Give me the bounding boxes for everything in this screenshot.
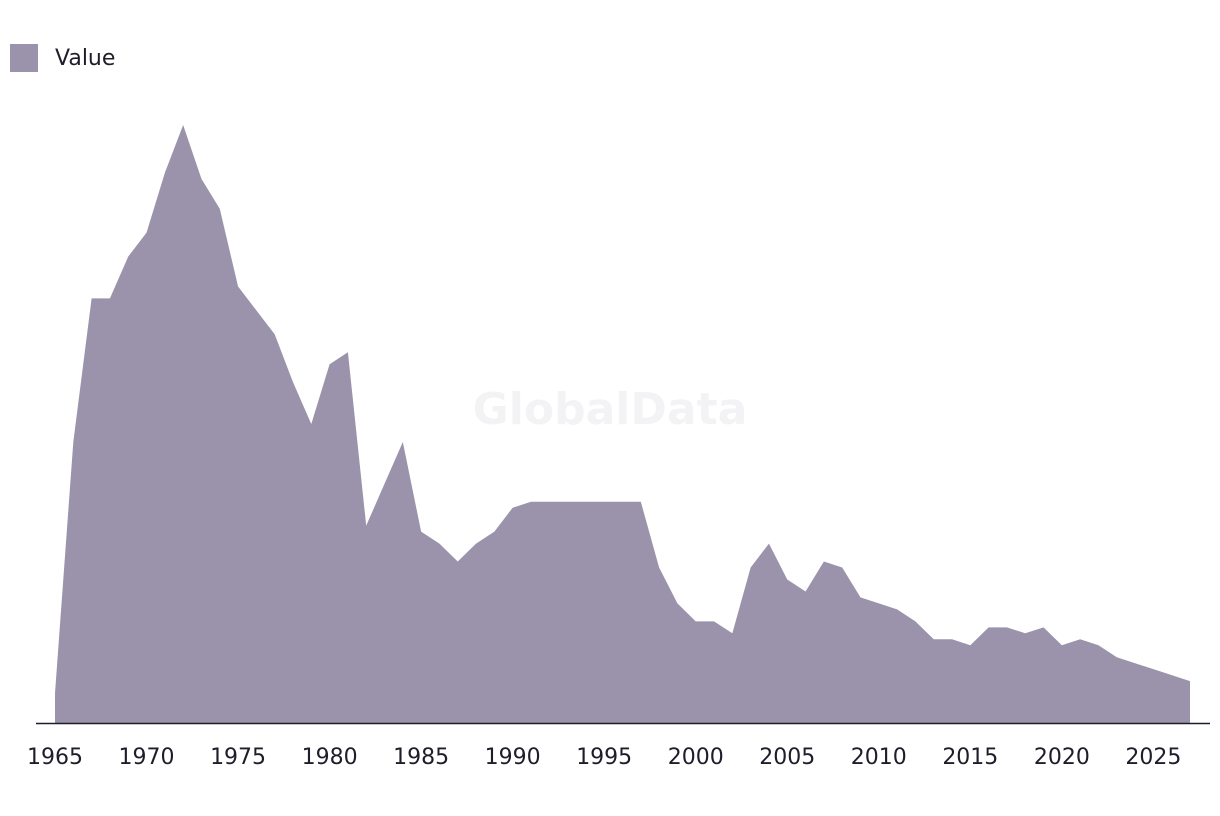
x-tick-label-1980: 1980 [302, 745, 358, 770]
series-layer [55, 125, 1190, 723]
x-axis-ticks: 1965 1970 1975 1980 1985 1990 1995 2000 2005 2010… [27, 745, 1181, 770]
x-tick-label-1970: 1970 [119, 745, 175, 770]
area-series-value [55, 125, 1190, 723]
x-tick-label-2000: 2000 [668, 745, 724, 770]
x-tick-label-2005: 2005 [759, 745, 815, 770]
legend-label-value: Value [55, 45, 116, 71]
x-tick-label-1975: 1975 [210, 745, 266, 770]
x-tick-label-1985: 1985 [393, 745, 449, 770]
x-tick-label-1965: 1965 [27, 745, 83, 770]
x-tick-label-2010: 2010 [851, 745, 907, 770]
x-tick-label-2015: 2015 [942, 745, 998, 770]
legend-swatch-value [10, 44, 38, 72]
watermark-text: GlobalData [473, 384, 748, 435]
x-tick-label-2025: 2025 [1125, 745, 1181, 770]
x-tick-label-1990: 1990 [485, 745, 541, 770]
x-tick-label-1995: 1995 [576, 745, 632, 770]
chart-legend: Value [10, 44, 115, 72]
x-tick-label-2020: 2020 [1034, 745, 1090, 770]
